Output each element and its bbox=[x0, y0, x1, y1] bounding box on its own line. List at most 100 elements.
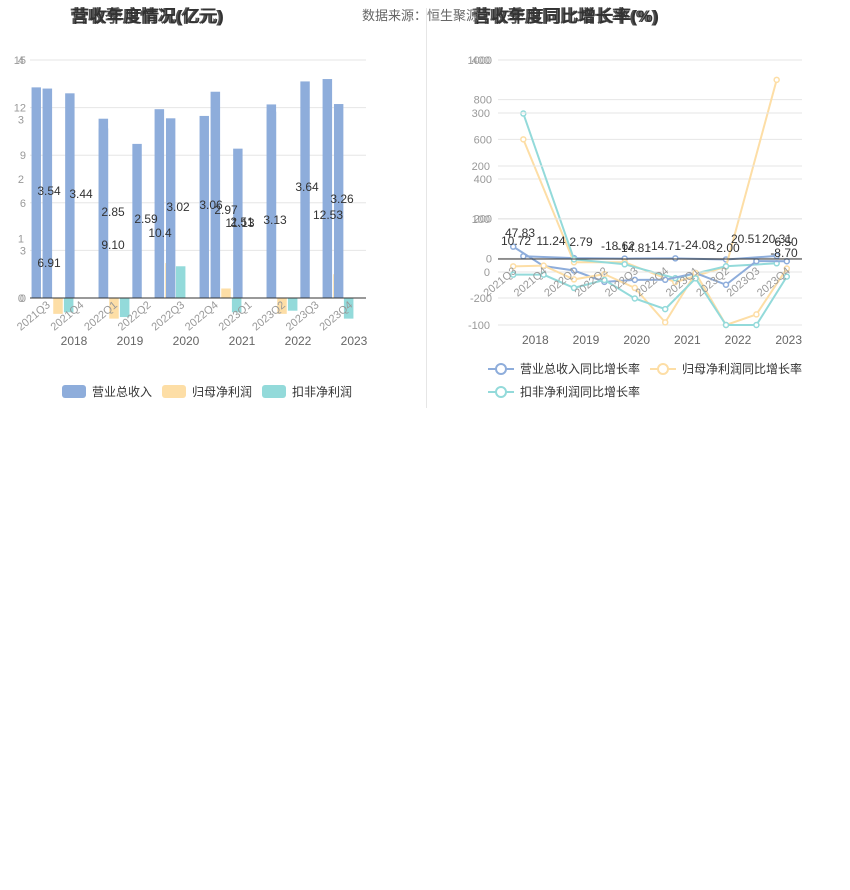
point-annual-growth-2-2 bbox=[621, 261, 628, 268]
bar-overlay-label-2: 10.4 bbox=[148, 226, 172, 240]
legend-revenue-swatch bbox=[62, 385, 86, 398]
bar-quarterly-0-4 bbox=[165, 118, 176, 298]
point-quarterly-growth-0-5 bbox=[661, 276, 669, 284]
bar-quarterly-0-3 bbox=[132, 143, 142, 298]
point-quarterly-growth-1-8 bbox=[753, 311, 760, 318]
point-quarterly-growth-2-4 bbox=[631, 295, 639, 302]
x-tick-year-3: 2021 bbox=[229, 334, 256, 348]
point-quarterly-growth-1-1 bbox=[540, 262, 547, 269]
x-tick-year-4: 2022 bbox=[285, 334, 312, 348]
line-value-label-9: 20.51 bbox=[731, 232, 761, 246]
point-quarterly-growth-1-2 bbox=[570, 276, 578, 283]
x-tick-quarter-7: 2023Q2 bbox=[250, 299, 288, 333]
legend-deducted-growth-swatch bbox=[488, 385, 514, 399]
legend-net-profit-growth[interactable]: 归母净利润同比增长率 bbox=[650, 360, 802, 377]
x-tick-quarter-4: 2022Q3 bbox=[149, 299, 187, 333]
legend-net-profit-label: 归母净利润 bbox=[192, 385, 253, 399]
bar-annual-2-5 bbox=[343, 298, 354, 319]
point-quarterly-growth-2-1 bbox=[540, 271, 547, 278]
bar-quarterly-0-9 bbox=[333, 104, 344, 298]
point-annual-growth-2-0 bbox=[520, 110, 527, 117]
point-quarterly-growth-1-3 bbox=[601, 270, 608, 278]
legend-revenue-growth[interactable]: 营业总收入同比增长率 bbox=[488, 360, 640, 377]
y-tick-annual-growth-3: 400 bbox=[474, 174, 492, 186]
x-tick-quarter-5: 2022Q4 bbox=[183, 299, 221, 333]
legend-revenue[interactable]: 营业总收入 bbox=[62, 383, 152, 400]
y-tick-annual-1: 3 bbox=[20, 245, 26, 257]
y-tick-annual-growth-2: 200 bbox=[474, 214, 492, 226]
bar-annual-2-4 bbox=[287, 298, 298, 311]
right-title-quarterly: 营收季度同比增长率(%) bbox=[472, 7, 658, 26]
bar-annual-1-1 bbox=[109, 298, 119, 319]
point-quarterly-growth-1-5 bbox=[661, 319, 669, 326]
y-tick-annual-growth-6: 1000 bbox=[468, 55, 492, 67]
bar-quarterly-0-8 bbox=[300, 81, 310, 298]
bar-overlay-label-4: 12.53 bbox=[313, 208, 343, 222]
point-quarterly-growth-2-8 bbox=[753, 321, 760, 329]
y-tick-quarterly-1: 1 bbox=[18, 234, 24, 246]
legend-revenue-label: 营业总收入 bbox=[92, 385, 153, 399]
bar-value-label-5: 3.06 bbox=[199, 198, 223, 212]
bar-overlay-label-1: 9.10 bbox=[101, 238, 125, 252]
bar-value-label-2: 2.85 bbox=[101, 205, 125, 219]
legend-deducted-swatch bbox=[262, 385, 286, 398]
y-tick-annual-5: 15 bbox=[14, 55, 26, 67]
legend-deducted-label: 扣非净利润 bbox=[292, 385, 353, 399]
y-tick-quarterly-2: 2 bbox=[18, 174, 24, 186]
bar-quarterly-0-2 bbox=[98, 128, 109, 298]
line-value-label-7: -24.08 bbox=[681, 238, 715, 252]
legend-deducted-growth[interactable]: 扣非净利润同比增长率 bbox=[488, 383, 640, 400]
y-tick-annual-2: 6 bbox=[20, 198, 26, 210]
point-quarterly-growth-2-3 bbox=[601, 276, 608, 284]
line-value-label-2: 11.24 bbox=[536, 234, 565, 248]
y-tick-quarterly-0: 0 bbox=[18, 293, 24, 305]
left-chart-panel: 营收年度情况(亿元) 营收季度情况(亿元) 0 3 6 9 12 15 0 1 2 3 4 3.54 3… bbox=[0, 0, 425, 410]
bar-value-label-8: 3.13 bbox=[263, 213, 287, 227]
point-annual-growth-0-3 bbox=[672, 255, 679, 262]
y-tick-quarterly-growth-0: -100 bbox=[468, 320, 490, 332]
point-annual-growth-1-5 bbox=[773, 76, 780, 84]
data-source-name: 恒生聚源 bbox=[427, 8, 480, 23]
x-tick-year-5: 2023 bbox=[341, 334, 368, 348]
bar-value-label-10: 3.26 bbox=[330, 192, 354, 206]
x-tick-year-2: 2020 bbox=[173, 334, 200, 348]
point-quarterly-growth-0-0 bbox=[509, 243, 517, 250]
y-tick-annual-0: 0 bbox=[20, 293, 26, 305]
bar-value-label-6: 2.97 bbox=[214, 203, 238, 217]
line-value-label-5: -14.81 bbox=[617, 241, 651, 255]
y-tick-annual-3: 9 bbox=[20, 150, 26, 162]
y-tick-quarterly-growth-2: 100 bbox=[472, 214, 490, 226]
line-value-label-0: 47.83 bbox=[505, 226, 535, 240]
bar-overlay-label-0: 6.91 bbox=[37, 256, 61, 270]
y-tick-quarterly-growth-3: 200 bbox=[472, 161, 490, 173]
right-line-chart: -20002004006008001000-100010020030040047… bbox=[468, 55, 803, 347]
line-value-label-1: 10.72 bbox=[501, 234, 531, 248]
legend-revenue-growth-swatch bbox=[488, 362, 514, 376]
point-quarterly-growth-2-6 bbox=[692, 275, 699, 282]
x-tick-growth-year-5: 2023 bbox=[775, 333, 802, 347]
y-tick-quarterly-3: 3 bbox=[18, 115, 24, 127]
bar-value-label-0: 3.54 bbox=[37, 184, 61, 198]
line-value-label-4: -18.62 bbox=[601, 239, 635, 253]
x-tick-growth-year-2: 2020 bbox=[623, 333, 650, 347]
point-quarterly-growth-2-9 bbox=[783, 273, 791, 280]
x-tick-growth-year-3: 2021 bbox=[674, 333, 701, 347]
y-tick-annual-growth-1: 0 bbox=[486, 253, 492, 265]
bar-quarterly-0-5 bbox=[199, 115, 209, 299]
legend-deducted-profit[interactable]: 扣非净利润 bbox=[262, 383, 352, 400]
bar-value-label-7: 2.51 bbox=[230, 215, 254, 229]
left-title-annual: 营收年度情况(亿元) bbox=[72, 7, 225, 26]
bar-quarterly-0-0 bbox=[31, 87, 41, 299]
x-tick-growth-year-1: 2019 bbox=[573, 333, 600, 347]
point-quarterly-growth-1-9 bbox=[783, 265, 791, 272]
bar-annual-0-3 bbox=[210, 91, 221, 298]
legend-net-profit-growth-swatch bbox=[650, 362, 676, 376]
legend-net-profit[interactable]: 归母净利润 bbox=[162, 383, 252, 400]
point-quarterly-growth-2-0 bbox=[509, 271, 517, 278]
bar-annual-1-4 bbox=[277, 298, 287, 314]
x-tick-growth-year-4: 2022 bbox=[725, 333, 752, 347]
bar-annual-0-0 bbox=[42, 88, 53, 298]
point-quarterly-growth-1-4 bbox=[631, 284, 639, 292]
legend-deducted-growth-label: 扣非净利润同比增长率 bbox=[520, 385, 641, 399]
point-quarterly-growth-1-0 bbox=[509, 263, 517, 270]
